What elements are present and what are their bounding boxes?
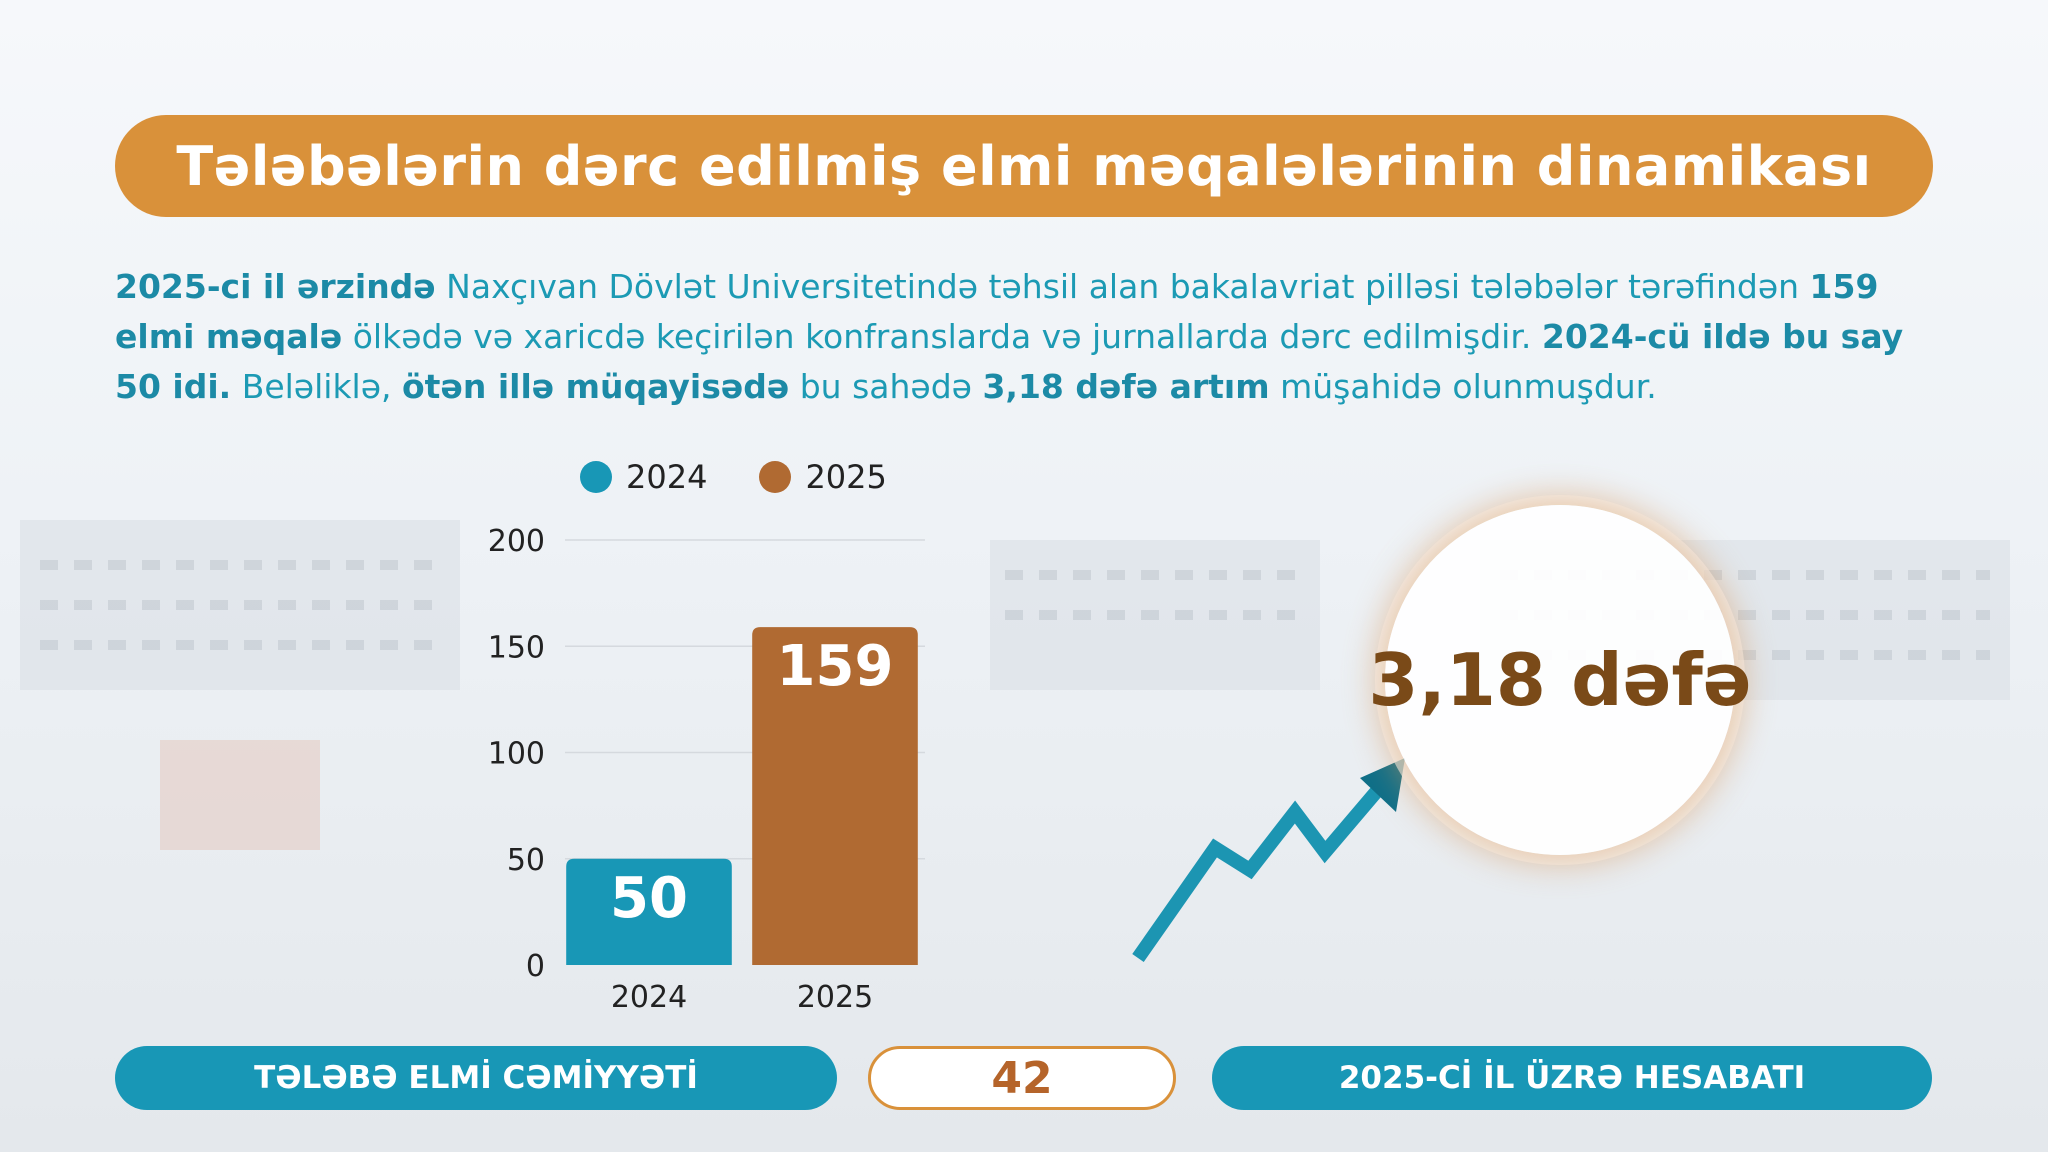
page-number: 42 bbox=[868, 1046, 1176, 1110]
y-tick-label: 100 bbox=[488, 737, 545, 772]
paragraph-text: ölkədə və xaricdə keçirilən konfranslard… bbox=[342, 317, 1542, 356]
page-title: Tələbələrin dərc edilmiş elmi məqalələri… bbox=[176, 134, 1872, 198]
ratio-badge: 3,18 dəfə bbox=[1368, 505, 1752, 855]
legend-item-2024: 2024 bbox=[580, 458, 707, 496]
paragraph-highlight: 2025-ci il ərzində bbox=[115, 267, 436, 306]
paragraph-highlight: 2024-cü ildə bu say 50 idi. bbox=[115, 317, 1904, 406]
paragraph-highlight: ötən illə müqayisədə bbox=[402, 367, 790, 406]
bar-2025 bbox=[752, 627, 918, 965]
bar-2024 bbox=[566, 858, 732, 965]
paragraph-text: Naxçıvan Dövlət Universitetində təhsil a… bbox=[435, 267, 1810, 306]
summary-paragraph: 2025-ci il ərzində Naxçıvan Dövlət Unive… bbox=[115, 262, 1935, 412]
y-tick-label: 50 bbox=[507, 843, 545, 878]
title-banner: Tələbələrin dərc edilmiş elmi məqalələri… bbox=[115, 115, 1933, 217]
footer-report-label: 2025-Cİ İL ÜZRƏ HESABATI bbox=[1212, 1046, 1932, 1110]
legend-label: 2025 bbox=[805, 458, 887, 496]
legend-item-2025: 2025 bbox=[759, 458, 887, 496]
y-tick-label: 200 bbox=[488, 524, 545, 559]
footer-society-label: TƏLƏBƏ ELMİ CƏMİYYƏTİ bbox=[115, 1046, 837, 1110]
bar-data-label: 159 bbox=[777, 634, 894, 699]
legend-label: 2024 bbox=[626, 458, 708, 496]
x-tick-label: 2025 bbox=[797, 980, 873, 1015]
paragraph-text: bu sahədə bbox=[789, 367, 983, 406]
paragraph-highlight: 159 elmi məqalə bbox=[115, 267, 1879, 356]
paragraph-text: müşahidə olunmuşdur. bbox=[1269, 367, 1657, 406]
trend-up-icon bbox=[1132, 758, 1405, 963]
paragraph-text: Beləliklə, bbox=[231, 367, 403, 406]
paragraph-highlight: 3,18 dəfə artım bbox=[982, 367, 1270, 406]
bar-data-label: 50 bbox=[610, 866, 688, 931]
y-tick-label: 150 bbox=[488, 630, 545, 665]
chart-legend: 2024 2025 bbox=[580, 458, 887, 496]
bar-chart: 0 50 100 150 200 50 2024 159 2025 bbox=[488, 524, 925, 1015]
x-tick-label: 2024 bbox=[611, 980, 687, 1015]
y-tick-label: 0 bbox=[526, 949, 545, 984]
legend-dot bbox=[759, 461, 792, 493]
legend-dot bbox=[580, 461, 612, 493]
ratio-value: 3,18 dəfə bbox=[1368, 638, 1752, 722]
